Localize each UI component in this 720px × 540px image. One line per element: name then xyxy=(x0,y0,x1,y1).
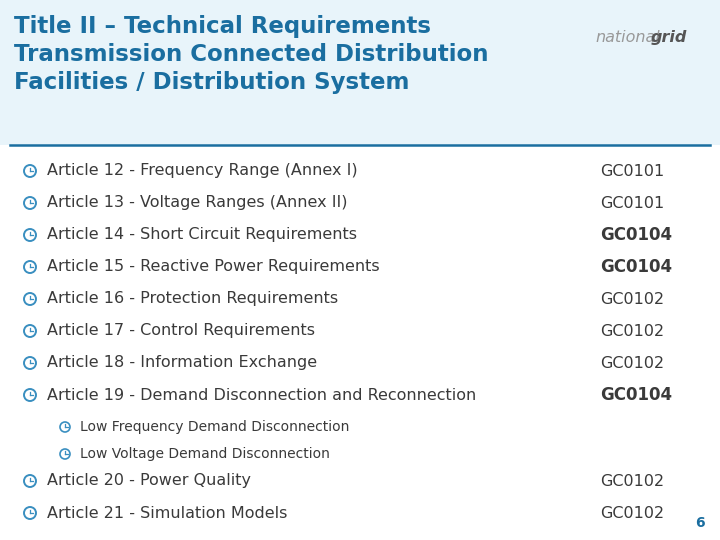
Text: Article 18 - Information Exchange: Article 18 - Information Exchange xyxy=(47,355,317,370)
Text: Facilities / Distribution System: Facilities / Distribution System xyxy=(14,71,410,94)
Text: GC0104: GC0104 xyxy=(600,226,672,244)
Text: Article 20 - Power Quality: Article 20 - Power Quality xyxy=(47,474,251,489)
Text: GC0102: GC0102 xyxy=(600,292,664,307)
Text: Article 14 - Short Circuit Requirements: Article 14 - Short Circuit Requirements xyxy=(47,227,357,242)
Text: GC0102: GC0102 xyxy=(600,474,664,489)
Text: 6: 6 xyxy=(696,516,705,530)
Text: Article 12 - Frequency Range (Annex I): Article 12 - Frequency Range (Annex I) xyxy=(47,164,358,179)
Text: GC0101: GC0101 xyxy=(600,195,665,211)
Text: GC0104: GC0104 xyxy=(600,386,672,404)
Text: GC0102: GC0102 xyxy=(600,505,664,521)
Text: GC0101: GC0101 xyxy=(600,164,665,179)
Text: national: national xyxy=(595,30,660,45)
Text: Article 21 - Simulation Models: Article 21 - Simulation Models xyxy=(47,505,287,521)
Text: Transmission Connected Distribution: Transmission Connected Distribution xyxy=(14,43,488,66)
Text: Low Voltage Demand Disconnection: Low Voltage Demand Disconnection xyxy=(80,447,330,461)
Text: grid: grid xyxy=(651,30,688,45)
Bar xyxy=(0,0,720,145)
Text: GC0102: GC0102 xyxy=(600,355,664,370)
Text: Article 16 - Protection Requirements: Article 16 - Protection Requirements xyxy=(47,292,338,307)
Text: Title II – Technical Requirements: Title II – Technical Requirements xyxy=(14,15,431,38)
Text: Article 17 - Control Requirements: Article 17 - Control Requirements xyxy=(47,323,315,339)
Text: GC0102: GC0102 xyxy=(600,323,664,339)
Text: Low Frequency Demand Disconnection: Low Frequency Demand Disconnection xyxy=(80,420,349,434)
Text: Article 19 - Demand Disconnection and Reconnection: Article 19 - Demand Disconnection and Re… xyxy=(47,388,476,402)
Text: Article 13 - Voltage Ranges (Annex II): Article 13 - Voltage Ranges (Annex II) xyxy=(47,195,348,211)
Text: Article 15 - Reactive Power Requirements: Article 15 - Reactive Power Requirements xyxy=(47,260,379,274)
Text: GC0104: GC0104 xyxy=(600,258,672,276)
